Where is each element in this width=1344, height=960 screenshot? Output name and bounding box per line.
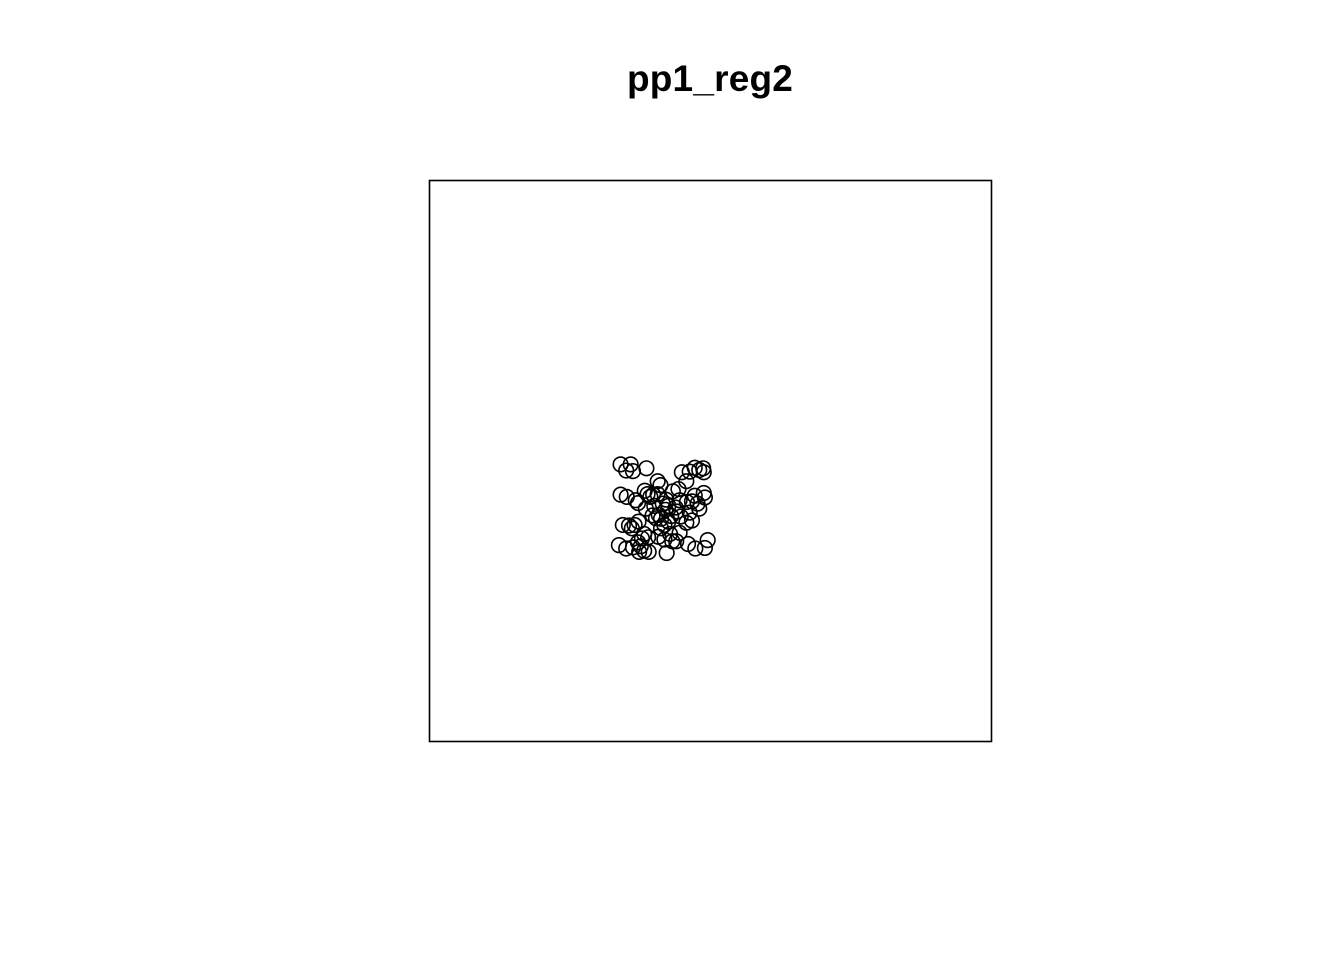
plot-frame (428, 179, 993, 743)
data-point (646, 497, 663, 514)
data-point (629, 534, 647, 551)
data-point (614, 516, 631, 534)
data-point (681, 504, 698, 521)
data-point (696, 539, 713, 557)
data-point (618, 462, 635, 479)
data-point (638, 460, 655, 477)
data-point (668, 503, 685, 520)
data-point (620, 517, 638, 534)
data-point (687, 540, 704, 557)
data-point (670, 480, 687, 498)
data-point (656, 516, 673, 534)
data-point (668, 533, 685, 550)
data-point (699, 531, 716, 549)
data-point (673, 464, 690, 481)
data-point (612, 456, 629, 473)
data-point (626, 516, 643, 534)
points-layer (610, 456, 716, 562)
data-point (678, 473, 695, 490)
data-point (672, 508, 689, 525)
data-point (695, 464, 712, 481)
data-point (691, 500, 708, 517)
data-point (637, 500, 654, 517)
data-point (649, 486, 666, 503)
data-point (627, 492, 644, 509)
chart-title: pp1_reg2 (626, 58, 794, 99)
data-point (652, 520, 670, 537)
data-point (632, 538, 649, 555)
data-point (678, 514, 695, 531)
data-point (658, 544, 675, 562)
